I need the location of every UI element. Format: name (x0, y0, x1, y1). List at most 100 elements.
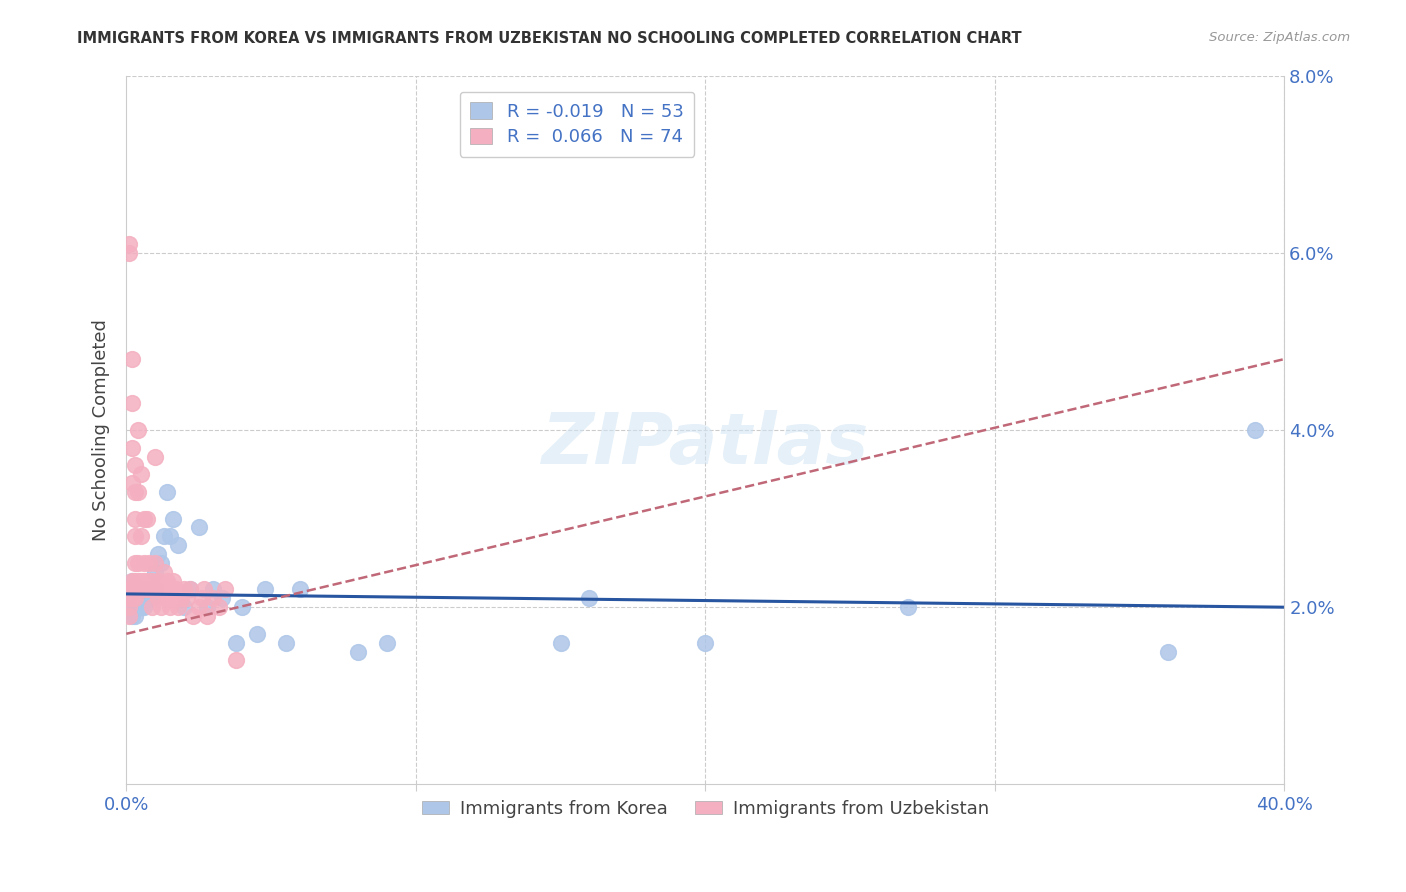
Point (179, 582, 201, 597)
Point (165, 582, 187, 597)
Point (118, 236, 141, 251)
Point (132, 600, 155, 615)
Point (132, 574, 155, 588)
Point (129, 582, 152, 597)
Point (143, 582, 166, 597)
Point (121, 600, 143, 615)
Point (214, 582, 236, 597)
Point (141, 600, 163, 615)
Point (159, 591, 181, 606)
Point (124, 529, 146, 543)
Point (129, 574, 152, 588)
Point (118, 582, 141, 597)
Point (153, 582, 176, 597)
Point (121, 352, 143, 367)
Point (179, 582, 201, 597)
Point (146, 574, 169, 588)
Point (211, 591, 233, 606)
Point (167, 600, 190, 615)
Point (132, 591, 155, 606)
Point (124, 574, 146, 588)
Point (121, 574, 143, 588)
Point (124, 591, 146, 606)
Point (127, 423, 149, 437)
Point (156, 485, 179, 500)
Point (159, 600, 181, 615)
Point (124, 582, 146, 597)
Point (135, 574, 157, 588)
Point (121, 609, 143, 624)
Point (173, 582, 195, 597)
Point (181, 609, 204, 624)
Point (121, 574, 143, 588)
Point (190, 591, 212, 606)
Point (195, 609, 218, 624)
Point (124, 582, 146, 597)
Point (143, 565, 166, 579)
Point (129, 582, 152, 597)
Point (138, 591, 160, 606)
Y-axis label: No Schooling Completed: No Schooling Completed (93, 319, 110, 541)
Point (124, 511, 146, 525)
Point (127, 600, 149, 615)
Point (150, 556, 173, 570)
Point (118, 591, 141, 606)
Point (127, 574, 149, 588)
Point (138, 582, 160, 597)
Point (150, 600, 173, 615)
Point (173, 600, 195, 615)
Point (121, 582, 143, 597)
Point (162, 574, 184, 588)
Point (153, 565, 176, 579)
Point (141, 574, 163, 588)
Point (202, 591, 225, 606)
Point (124, 458, 146, 473)
Point (695, 635, 717, 649)
Point (118, 582, 141, 597)
Point (187, 520, 209, 534)
Point (135, 511, 157, 525)
Point (162, 591, 184, 606)
Point (129, 467, 152, 482)
Point (143, 582, 166, 597)
Point (245, 627, 267, 641)
Point (121, 441, 143, 455)
Text: Source: ZipAtlas.com: Source: ZipAtlas.com (1209, 31, 1350, 45)
Point (202, 582, 225, 597)
Text: IMMIGRANTS FROM KOREA VS IMMIGRANTS FROM UZBEKISTAN NO SCHOOLING COMPLETED CORRE: IMMIGRANTS FROM KOREA VS IMMIGRANTS FROM… (77, 31, 1022, 46)
Point (127, 582, 149, 597)
Point (578, 591, 600, 606)
Point (231, 600, 253, 615)
Point (127, 591, 149, 606)
Point (141, 591, 163, 606)
Point (127, 556, 149, 570)
Point (124, 556, 146, 570)
Point (146, 582, 169, 597)
Point (121, 396, 143, 410)
Point (156, 591, 179, 606)
Point (135, 591, 157, 606)
Point (375, 635, 398, 649)
Point (150, 582, 173, 597)
Point (195, 600, 218, 615)
Point (118, 591, 141, 606)
Point (127, 485, 149, 500)
Point (141, 582, 163, 597)
Point (121, 591, 143, 606)
Point (143, 450, 166, 464)
Point (127, 582, 149, 597)
Point (167, 591, 190, 606)
Point (146, 547, 169, 561)
Point (1157, 644, 1180, 658)
Point (193, 582, 215, 597)
Point (167, 538, 190, 552)
Point (225, 635, 247, 649)
Point (143, 556, 166, 570)
Point (187, 600, 209, 615)
Point (124, 600, 146, 615)
Point (138, 582, 160, 597)
Point (146, 591, 169, 606)
Text: ZIPatlas: ZIPatlas (541, 409, 869, 479)
Point (121, 476, 143, 491)
Point (156, 574, 179, 588)
